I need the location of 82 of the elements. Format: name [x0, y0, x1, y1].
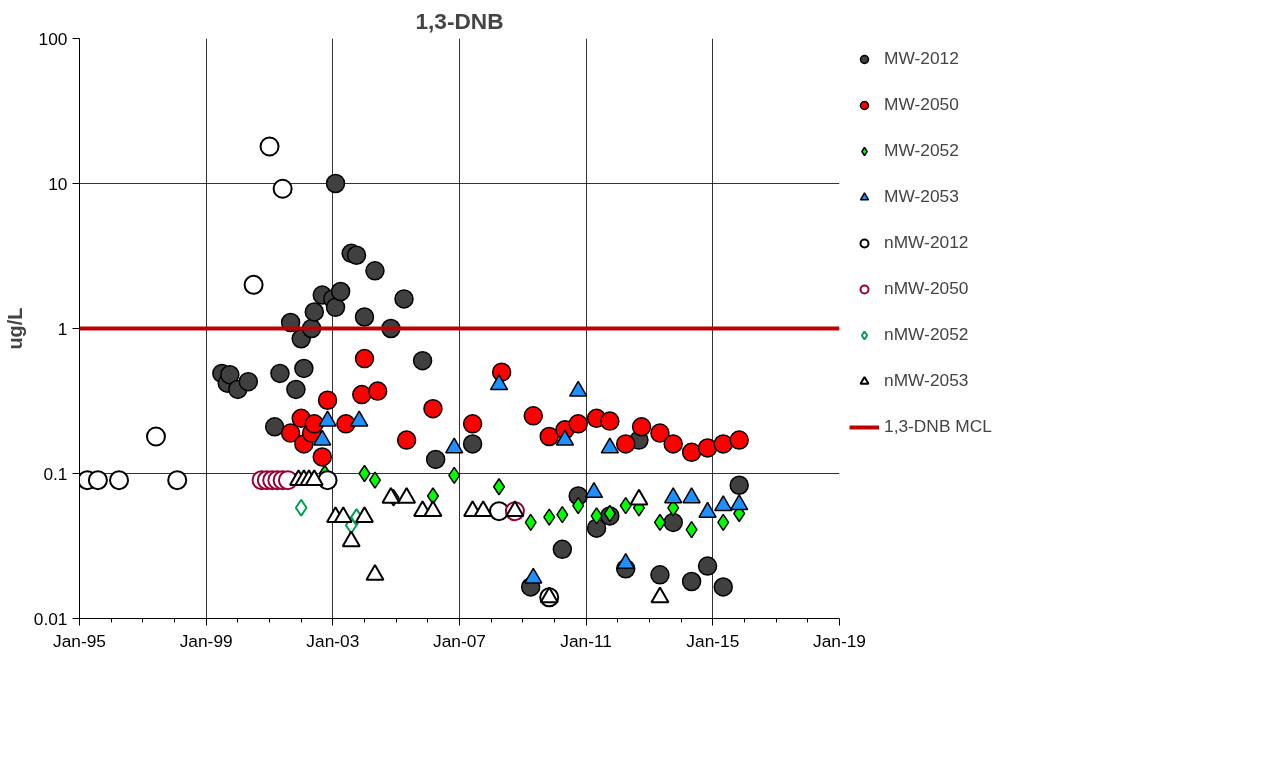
- legend-label: nMW-2052: [884, 324, 970, 345]
- x-tick-label: Jan-03: [306, 630, 360, 651]
- legend-label: nMW-2053: [884, 370, 970, 391]
- point: [272, 178, 293, 199]
- y-tick-label: 100: [38, 28, 68, 49]
- point: [312, 447, 333, 467]
- y-tick-label: 0.01: [33, 608, 68, 629]
- point: [145, 426, 166, 447]
- y-tick-label: 1: [57, 318, 68, 339]
- point: [681, 571, 702, 592]
- point: [462, 414, 483, 434]
- point: [243, 274, 264, 295]
- point: [264, 417, 285, 437]
- legend-label: nMW-2050: [884, 278, 970, 299]
- point: [365, 261, 385, 281]
- point: [367, 381, 388, 401]
- point: [492, 478, 506, 496]
- x-tick-label: Jan-19: [813, 630, 866, 651]
- point: [713, 577, 733, 597]
- chart-title: 1,3-DNB: [415, 7, 504, 34]
- point: [368, 471, 382, 489]
- legend-label: MW-2052: [884, 140, 960, 161]
- point: [325, 297, 346, 318]
- legend-label: MW-2050: [884, 94, 960, 115]
- point: [462, 434, 483, 454]
- point: [539, 426, 559, 447]
- y-axis-title: ug/L: [3, 307, 26, 350]
- legend-label: MW-2053: [884, 186, 960, 207]
- point: [396, 430, 417, 450]
- point: [354, 348, 375, 369]
- point: [615, 434, 636, 454]
- point: [270, 363, 290, 384]
- point: [552, 539, 573, 560]
- point: [220, 364, 240, 385]
- point: [352, 384, 372, 405]
- point: [653, 513, 667, 532]
- point: [650, 565, 670, 585]
- x-tick-label: Jan-15: [686, 630, 740, 651]
- point: [600, 411, 620, 431]
- point: [426, 487, 440, 505]
- point: [280, 423, 301, 443]
- point: [87, 470, 108, 491]
- point: [423, 398, 443, 419]
- point: [354, 307, 375, 327]
- point: [729, 430, 749, 450]
- point: [330, 281, 351, 302]
- point: [294, 358, 314, 379]
- y-tick-label: 10: [48, 173, 68, 194]
- x-tick-label: Jan-95: [53, 630, 106, 651]
- point: [412, 350, 433, 371]
- point: [663, 512, 683, 533]
- point: [681, 442, 702, 463]
- point: [394, 289, 414, 309]
- point: [109, 470, 130, 491]
- point: [697, 556, 718, 576]
- point: [729, 475, 749, 495]
- point: [259, 136, 280, 157]
- point: [568, 414, 588, 434]
- point: [167, 470, 188, 491]
- legend-label: MW-2012: [884, 48, 960, 69]
- point: [304, 302, 325, 322]
- x-tick-label: Jan-11: [560, 630, 613, 651]
- x-tick-label: Jan-07: [433, 630, 486, 651]
- legend-label: nMW-2012: [884, 232, 970, 253]
- point: [286, 379, 306, 400]
- point: [631, 417, 652, 437]
- legend-label: 1,3-DNB MCL: [884, 416, 993, 437]
- point: [713, 434, 733, 454]
- point: [650, 423, 670, 443]
- point: [697, 438, 718, 458]
- point: [317, 390, 338, 410]
- y-tick-label: 0.1: [43, 463, 68, 484]
- point: [590, 507, 603, 525]
- x-tick-label: Jan-99: [179, 630, 233, 651]
- point: [238, 371, 259, 392]
- point: [523, 406, 544, 426]
- point: [294, 498, 308, 517]
- point: [543, 508, 556, 526]
- point: [425, 449, 446, 470]
- point: [663, 434, 683, 454]
- point: [325, 173, 346, 194]
- point: [346, 245, 367, 265]
